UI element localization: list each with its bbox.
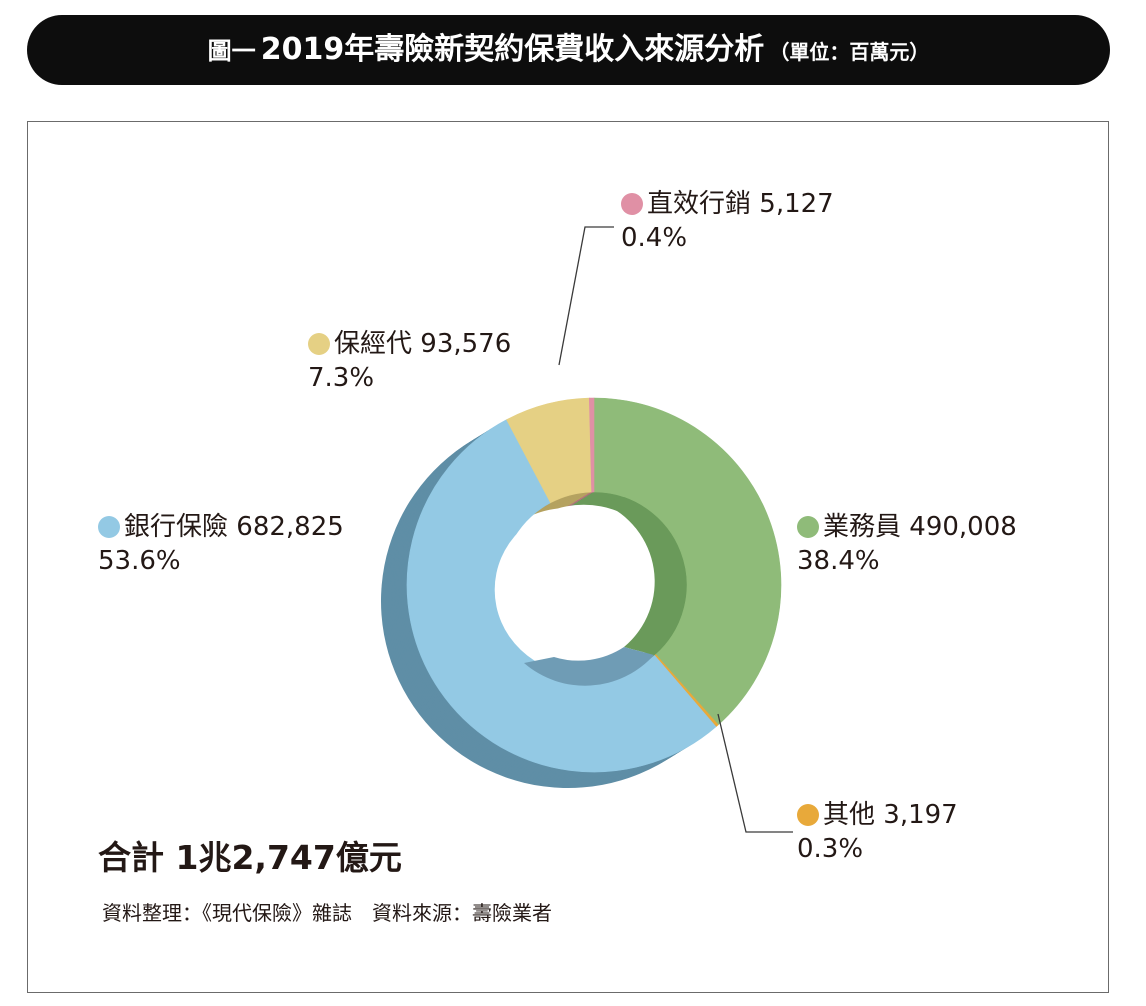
direct-marketing-dot-icon [621,193,643,215]
label-broker: 保經代 93,576 7.3% [308,327,511,395]
leader-line-direct [558,226,614,366]
label-bank-name: 銀行保險 [124,512,229,542]
figure-number: 圖一 [207,37,256,65]
label-other: 其他 3,197 0.3% [797,798,958,866]
label-bank-value: 682,825 [236,512,344,542]
label-sales-value: 490,008 [909,512,1017,542]
donut-slice-sales [593,397,782,726]
label-sales-name: 業務員 [823,512,902,542]
leader-line-other [717,713,793,833]
donut-inner-wall [602,497,687,655]
label-broker-name: 保經代 [334,329,413,359]
label-other-name: 其他 [823,800,876,830]
label-broker-value: 93,576 [420,329,512,359]
label-other-percent: 0.3% [797,834,864,864]
donut-inner-wall-lower [524,647,654,686]
label-bank: 銀行保險 682,825 53.6% [98,510,344,578]
label-sales: 業務員 490,008 38.4% [797,510,1017,578]
label-broker-percent: 7.3% [308,363,375,393]
donut-hole [494,504,673,675]
label-direct-value: 5,127 [759,189,834,219]
broker-dot-icon [308,333,330,355]
chart-title: 圖一 2019年壽險新契約保費收入來源分析 （單位：百萬元） [27,15,1110,85]
other-dot-icon [797,804,819,826]
sales-agent-dot-icon [797,516,819,538]
bancassurance-dot-icon [98,516,120,538]
label-direct: 直效行銷 5,127 0.4% [621,187,834,255]
unit-note: （單位：百萬元） [769,40,930,64]
label-bank-percent: 53.6% [98,546,181,576]
donut-slice-direct [588,397,595,493]
title-main: 2019年壽險新契約保費收入來源分析 [260,32,765,67]
label-other-value: 3,197 [883,800,958,830]
label-direct-percent: 0.4% [621,223,688,253]
label-sales-percent: 38.4% [797,546,880,576]
chart-frame [27,121,1109,993]
title-bar: 圖一 2019年壽險新契約保費收入來源分析 （單位：百萬元） [27,15,1110,85]
total-amount: 合計 1兆2,747億元 [98,838,402,877]
label-direct-name: 直效行銷 [647,189,752,219]
source-note: 資料整理：《現代保險》雜誌 資料來源：壽險業者 [102,901,552,925]
